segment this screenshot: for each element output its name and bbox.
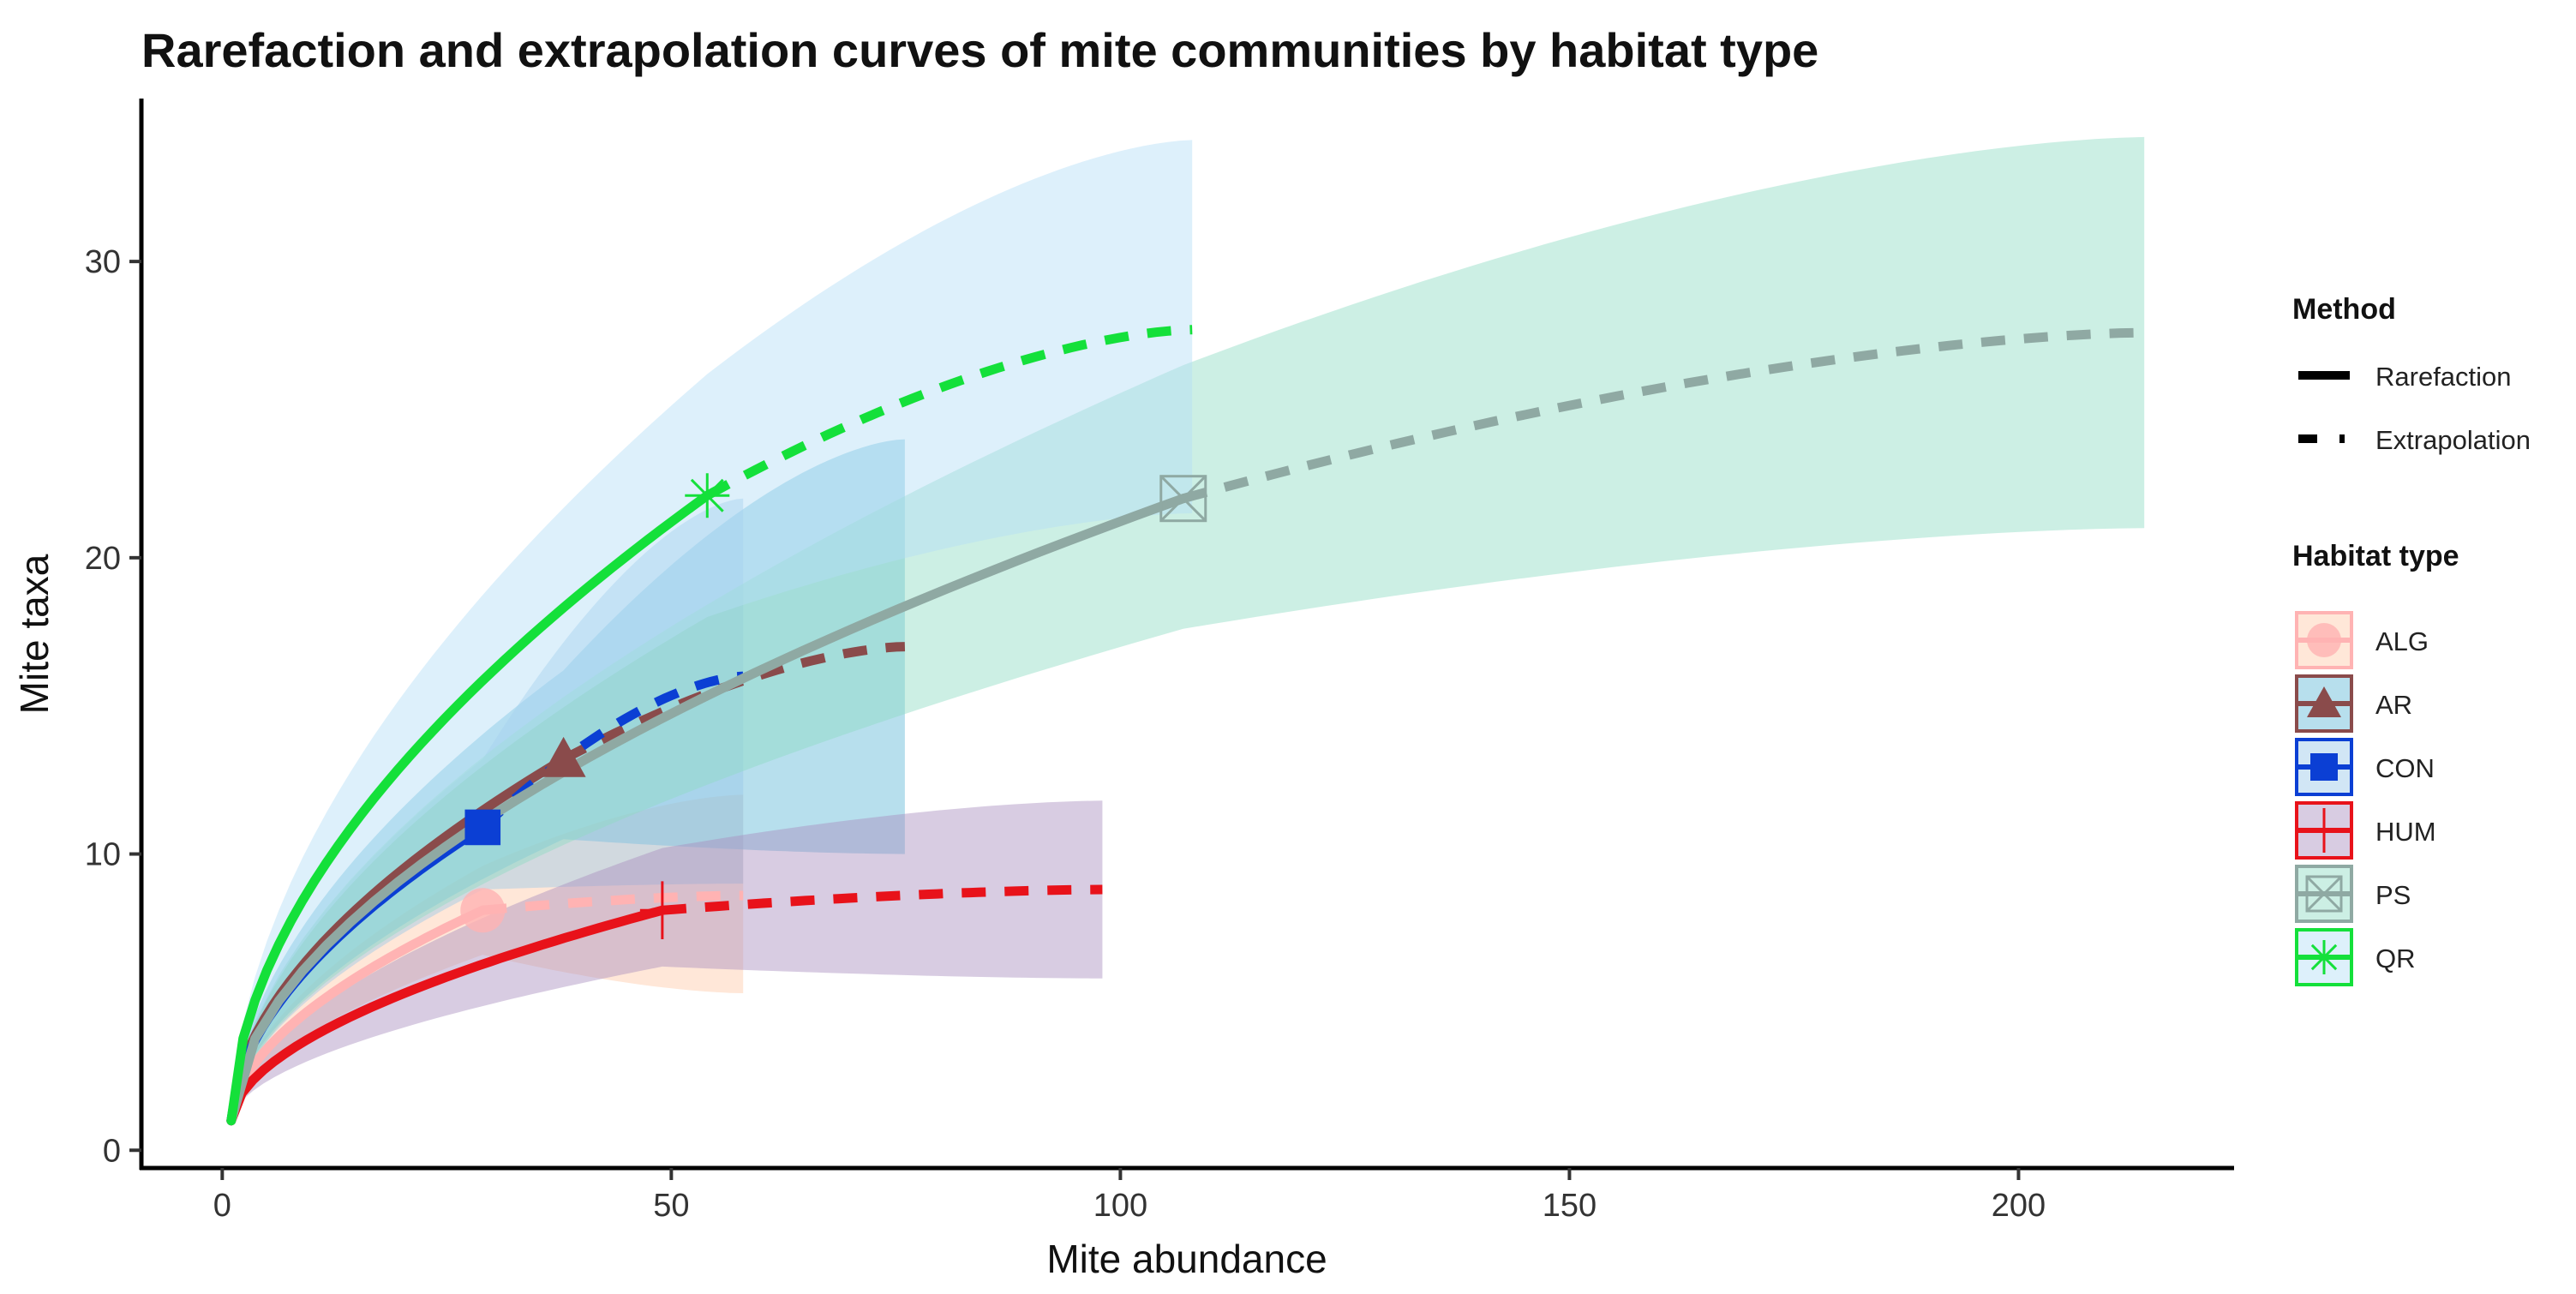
x-tick-label: 150	[1543, 1188, 1597, 1224]
observed-marker-qr	[685, 473, 730, 518]
legend-marker-alg	[2307, 623, 2341, 657]
ci-band-ar	[231, 439, 905, 1121]
legend-item-alg: ALG	[2295, 611, 2429, 669]
ci-band-alg	[231, 794, 744, 1121]
observed-marker-ps	[1159, 475, 1207, 523]
legend-item-qr: QR	[2295, 928, 2416, 986]
legend-item-ps: PS	[2295, 865, 2411, 923]
y-axis-label: Mite taxa	[12, 554, 57, 714]
x-tick-label: 50	[653, 1188, 689, 1224]
y-tick-label: 20	[85, 541, 121, 577]
observed-marker-ar	[541, 736, 586, 777]
observed-marker-con	[464, 809, 501, 846]
chart-title: Rarefaction and extrapolation curves of …	[141, 23, 1818, 77]
confidence-bands	[231, 136, 2145, 1121]
legend-habitat-title: Habitat type	[2292, 540, 2459, 572]
legend-rarefaction-label: Rarefaction	[2375, 362, 2512, 392]
rarefaction-line-qr	[226, 490, 712, 1126]
y-tick-label: 30	[85, 244, 121, 280]
observed-marker-alg	[460, 888, 506, 933]
observed-markers	[460, 473, 1207, 940]
legend-item-hum: HUM	[2295, 801, 2436, 860]
x-tick-label: 0	[213, 1188, 231, 1224]
y-tick-label: 10	[85, 837, 121, 873]
rarefaction-line-ps	[226, 494, 1189, 1126]
legend-label: AR	[2375, 690, 2412, 720]
extrapolation-line-qr	[704, 325, 1193, 500]
extrapolation-line-ps	[1182, 327, 2145, 504]
ci-band-ps	[231, 136, 2145, 1121]
legend-marker-con	[2310, 753, 2338, 781]
x-tick-label: 200	[1992, 1188, 2046, 1224]
rarefaction-line-alg	[226, 905, 488, 1126]
ticks: 0 50 100 150 200 0 10 20 30	[85, 244, 2046, 1224]
extrapolation-line-alg	[482, 890, 744, 915]
legend-marker-ps	[2305, 875, 2343, 913]
legend-label: ALG	[2375, 626, 2429, 656]
series-lines	[226, 325, 2145, 1126]
legend-marker-qr	[2307, 940, 2341, 974]
legend-item-con: CON	[2295, 738, 2435, 796]
legend-marker-ar	[2307, 686, 2341, 717]
legend-label: HUM	[2375, 817, 2436, 847]
legend-label: QR	[2375, 944, 2416, 973]
ci-band-hum	[231, 800, 1103, 1121]
legend-extrapolation-label: Extrapolation	[2375, 425, 2531, 455]
legend-method-title: Method	[2292, 293, 2396, 326]
x-axis-label: Mite abundance	[1046, 1237, 1327, 1281]
legend-marker-hum	[2307, 808, 2341, 853]
observed-marker-hum	[639, 881, 685, 940]
legend-label: CON	[2375, 753, 2435, 783]
extrapolation-line-hum	[662, 884, 1103, 915]
axes	[139, 99, 2234, 1171]
legend-item-ar: AR	[2295, 674, 2412, 733]
y-tick-label: 0	[103, 1133, 121, 1169]
rarefaction-line-hum	[226, 905, 668, 1126]
x-tick-label: 100	[1093, 1188, 1147, 1224]
legend-label: PS	[2375, 880, 2411, 910]
legend: Method Rarefaction Extrapolation Habitat…	[2292, 293, 2531, 986]
